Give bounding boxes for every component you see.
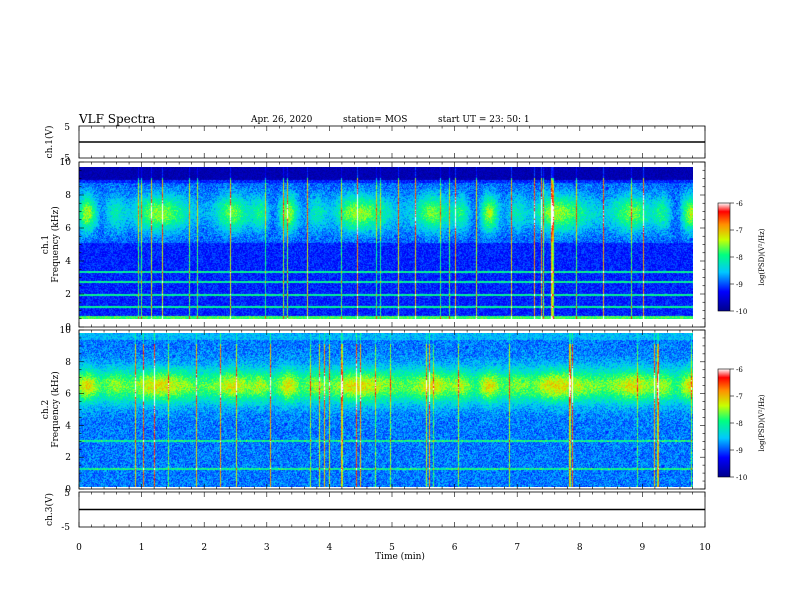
figure-title: VLF Spectra — [79, 112, 156, 126]
ch1-waveform-ytick: 5 — [64, 123, 70, 133]
ch2-colorbar — [717, 368, 731, 478]
ch1-spectrogram-ytick: 2 — [65, 290, 71, 300]
ch2-spectrogram-colorbar-tick: -10 — [736, 474, 747, 482]
ch2-spectrogram-colorbar-tick: -6 — [736, 366, 743, 374]
x-tick-label: 5 — [389, 543, 395, 553]
ch1-spectrogram-colorbar-tick: -10 — [736, 308, 747, 316]
ch1-spectrogram-image — [79, 167, 693, 319]
ch1-spectrogram-colorbar-label: log(PSD)(V²/Hz) — [758, 228, 766, 285]
ch2-spectrogram-ytick: 8 — [65, 358, 71, 368]
ch2-spectrogram-colorbar-tick: -7 — [736, 393, 743, 401]
station-label: station= MOS — [343, 115, 408, 125]
ch1-spectrogram-colorbar-tick: -8 — [736, 254, 743, 262]
x-tick-label: 1 — [139, 543, 145, 553]
ch1-spectrogram-ytick: 4 — [65, 257, 71, 267]
ch1-waveform-ytick: -5 — [61, 154, 70, 164]
x-tick-label: 3 — [264, 543, 270, 553]
ch1-spectrogram-ylabel-channel: ch.1 — [41, 235, 51, 254]
x-tick-label: 0 — [76, 543, 82, 553]
x-tick-label: 4 — [327, 543, 333, 553]
x-tick-label: 6 — [452, 543, 458, 553]
ch2-spectrogram-colorbar-tick: -8 — [736, 420, 743, 428]
ch2-spectrogram-ytick: 10 — [60, 326, 72, 336]
ch1-spectrogram-ytick: 6 — [65, 224, 71, 234]
x-tick-label: 9 — [640, 543, 646, 553]
ch1-waveform-ylabel: ch.1(V) — [44, 126, 55, 159]
x-tick-label: 8 — [577, 543, 583, 553]
ch2-spectrogram-ytick: 6 — [65, 390, 71, 400]
x-axis-label: Time (min) — [375, 551, 425, 562]
ch3-waveform-ylabel: ch.3(V) — [44, 493, 55, 526]
ch2-spectrogram-ylabel-frequency: Frequency (kHz) — [50, 371, 61, 448]
ch1-spectrogram-colorbar-tick: -9 — [736, 281, 743, 289]
ch1-spectrogram-ytick: 8 — [65, 191, 71, 201]
start-time-label: start UT = 23: 50: 1 — [438, 115, 530, 125]
ch2-spectrogram-ytick: 2 — [65, 453, 71, 463]
x-tick-label: 10 — [699, 543, 711, 553]
ch2-spectrogram-ylabel-channel: ch.2 — [41, 400, 51, 419]
ch2-spectrogram-image — [79, 333, 693, 487]
date-label: Apr. 26, 2020 — [251, 115, 313, 125]
ch3-waveform-ytick: 5 — [64, 489, 70, 499]
ch1-spectrogram-colorbar-tick: -6 — [736, 200, 743, 208]
ch3-waveform-ytick: -5 — [61, 523, 70, 533]
ch1-colorbar — [717, 202, 731, 312]
x-tick-label: 7 — [514, 543, 520, 553]
ch1-spectrogram-ytick: 0 — [65, 323, 71, 333]
ch2-spectrogram-colorbar-label: log(PSD)(V²/Hz) — [758, 394, 766, 451]
ch1-spectrogram-colorbar-tick: -7 — [736, 227, 743, 235]
ch2-spectrogram-ytick: 0 — [65, 485, 71, 495]
ch2-spectrogram-ytick: 4 — [65, 421, 71, 431]
ch2-spectrogram-colorbar-tick: -9 — [736, 447, 743, 455]
x-tick-label: 2 — [201, 543, 207, 553]
ch1-spectrogram-ytick: 10 — [60, 158, 72, 168]
ch1-spectrogram-ylabel-frequency: Frequency (kHz) — [50, 206, 61, 283]
